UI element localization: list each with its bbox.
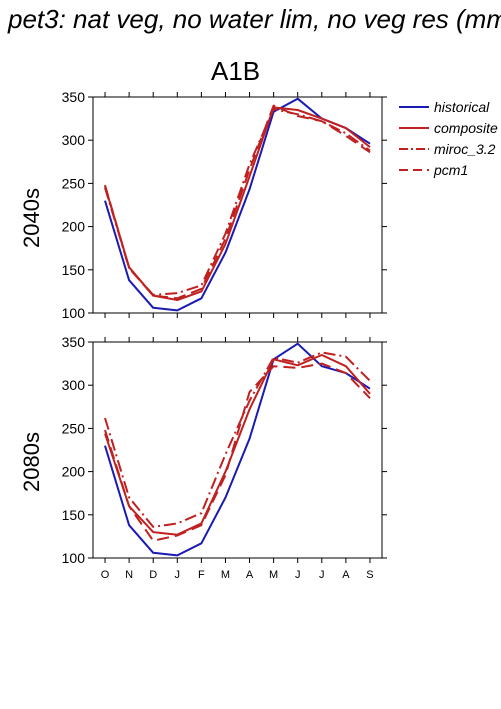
legend-swatch bbox=[399, 105, 429, 108]
y-tick-label: 350 bbox=[62, 89, 86, 105]
legend-item-pcm1: pcm1 bbox=[398, 159, 498, 180]
plot-frame bbox=[92, 96, 383, 314]
series-line-pcm1 bbox=[104, 104, 371, 300]
scenario-title: A1B bbox=[211, 56, 261, 86]
y-tick-label: 100 bbox=[62, 305, 86, 321]
x-tick-label: J bbox=[295, 569, 301, 581]
legend-item-miroc: miroc_3.2 bbox=[398, 138, 498, 159]
x-tick-label: N bbox=[125, 569, 133, 581]
x-tick-label: O bbox=[101, 569, 110, 581]
plot-frame bbox=[92, 341, 383, 559]
x-tick-label: S bbox=[366, 569, 373, 581]
legend-label: historical bbox=[434, 98, 490, 115]
y-tick-label: 100 bbox=[62, 550, 86, 566]
series-line-composite bbox=[104, 354, 371, 536]
y-tick-label: 200 bbox=[62, 464, 86, 480]
panel-label-bottom: 2080s bbox=[19, 432, 44, 492]
y-tick-label: 300 bbox=[62, 132, 86, 148]
series-line-pcm1 bbox=[104, 362, 371, 542]
y-tick-label: 300 bbox=[62, 377, 86, 393]
x-tick-label: J bbox=[175, 569, 181, 581]
y-tick-label: 350 bbox=[62, 334, 86, 350]
legend-swatch bbox=[399, 126, 429, 129]
x-tick-label: F bbox=[198, 569, 205, 581]
page-title: pet3: nat veg, no water lim, no veg res … bbox=[8, 4, 501, 34]
legend-label: pcm1 bbox=[434, 161, 469, 178]
legend-item-composite: composite bbox=[398, 117, 498, 138]
legend-label: composite bbox=[434, 119, 498, 136]
legend-swatch bbox=[399, 147, 429, 150]
y-tick-label: 150 bbox=[62, 507, 86, 523]
series-line-composite bbox=[104, 106, 371, 301]
legend: historical composite miroc_3.2 pcm1 bbox=[398, 96, 498, 180]
panel-label-top: 2040s bbox=[19, 188, 44, 248]
series-line-historical bbox=[104, 342, 371, 557]
x-tick-label: M bbox=[269, 569, 278, 581]
y-tick-label: 200 bbox=[62, 219, 86, 235]
x-tick-label: D bbox=[149, 569, 157, 581]
series-line-miroc-3-2 bbox=[104, 108, 371, 296]
series-line-historical bbox=[104, 97, 371, 312]
legend-swatch bbox=[399, 168, 429, 171]
y-tick-label: 250 bbox=[62, 420, 86, 436]
y-tick-label: 150 bbox=[62, 262, 86, 278]
x-tick-label: M bbox=[221, 569, 230, 581]
y-tick-label: 250 bbox=[62, 175, 86, 191]
series-line-miroc-3-2 bbox=[104, 351, 371, 528]
x-tick-label: A bbox=[246, 569, 254, 581]
legend-item-historical: historical bbox=[398, 96, 498, 117]
x-tick-label: A bbox=[342, 569, 350, 581]
x-tick-label: J bbox=[319, 569, 325, 581]
legend-label: miroc_3.2 bbox=[434, 140, 496, 157]
